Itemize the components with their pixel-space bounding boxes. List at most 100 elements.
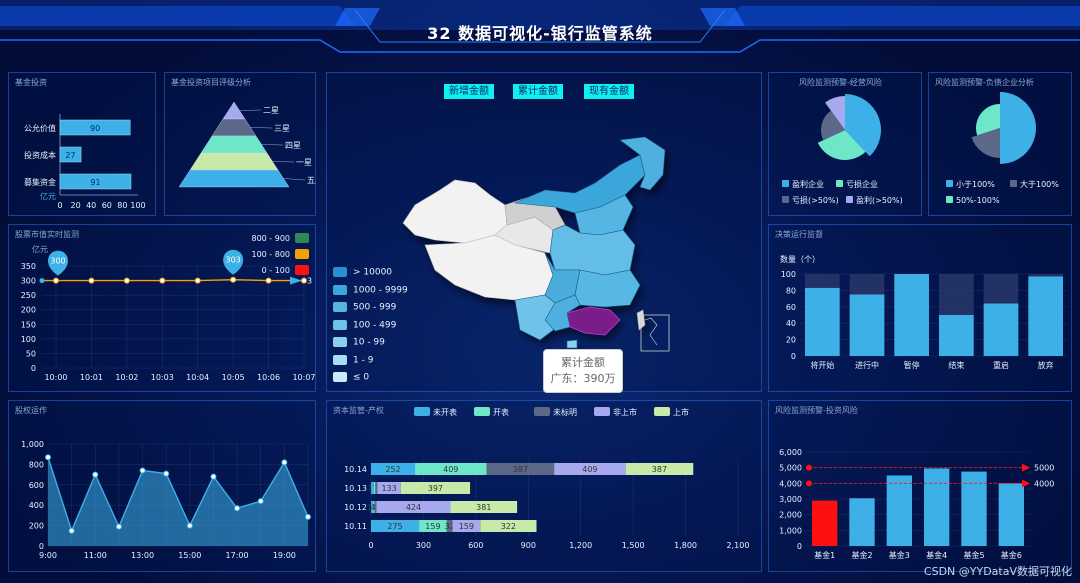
- decision-bar: [894, 274, 929, 356]
- rose-legend-swatch: [782, 196, 789, 203]
- page-title: 32 数据可视化-银行监管系统: [427, 24, 653, 43]
- map-legend-item[interactable]: 1 - 9: [333, 354, 373, 367]
- capital-bar-label: 41: [370, 503, 380, 512]
- capital-bar-segment: [375, 482, 378, 494]
- equity-data-point: [68, 527, 75, 534]
- fund-x-tick: 20: [71, 201, 81, 210]
- capital-bar-segment: [415, 463, 487, 475]
- stock-data-point: [194, 277, 201, 284]
- invest-x-tick: 基金3: [889, 550, 910, 560]
- capital-bar-label: 13: [367, 503, 377, 512]
- panel-title: 风险监测预警-投资风险: [775, 406, 858, 415]
- equity-area-fill: [48, 457, 308, 546]
- pyramid-leader-line: [272, 161, 295, 163]
- equity-data-point: [92, 471, 99, 478]
- stock-data-point: [265, 277, 272, 284]
- invest-x-tick: 基金4: [926, 550, 947, 560]
- capital-category-label: 10.11: [344, 522, 367, 531]
- rose-slice: [1000, 92, 1036, 164]
- invest-y-tick: 5,000: [779, 464, 802, 473]
- invest-bar: [998, 483, 1024, 546]
- stock-y-tick: 300: [21, 277, 36, 286]
- stock-x-tick: 10:05: [222, 373, 245, 382]
- map-legend-item[interactable]: 10 - 99: [333, 337, 385, 349]
- map-region-guangdong[interactable]: [566, 306, 621, 336]
- panel-title: 决策运行监督: [775, 230, 823, 239]
- panel-title: 风险监测预警-负债企业分析: [935, 78, 1034, 87]
- equity-y-tick: 200: [29, 522, 44, 531]
- capital-bar-label: 381: [476, 503, 491, 512]
- invest-bar: [812, 500, 838, 546]
- invest-bar: [886, 475, 912, 546]
- stock-legend-label: 800 - 900: [251, 234, 290, 243]
- rose-slice: [821, 110, 845, 141]
- invest-bar: [961, 471, 987, 546]
- stock-data-point: [53, 277, 59, 284]
- rose-legend-swatch: [1010, 180, 1017, 187]
- map-legend-item[interactable]: 1000 - 9999: [333, 284, 408, 297]
- capital-bar-segment: [371, 501, 374, 513]
- map-region-northeast[interactable]: [619, 136, 666, 191]
- decision-bar: [939, 315, 974, 356]
- rose-slice: [971, 128, 1000, 158]
- fund-category-label: 公允价值: [24, 123, 56, 133]
- map-region-central[interactable]: [549, 224, 636, 276]
- stock-unit-label: 亿元: [32, 244, 48, 254]
- map-region-west[interactable]: [402, 179, 508, 244]
- map-legend-label: 100 - 499: [353, 320, 397, 330]
- decision-x-tick: 重启: [993, 360, 1009, 370]
- decision-y-tick: 20: [786, 336, 796, 345]
- rose-slice: [845, 94, 881, 157]
- map-legend-item[interactable]: ≤ 0: [333, 372, 369, 384]
- stock-x-tick: 10:07: [292, 373, 315, 382]
- capital-bar-segment: [400, 482, 471, 494]
- pyramid-level: [211, 118, 257, 137]
- invest-y-tick: 2,000: [779, 511, 802, 520]
- stock-x-tick: 10:01: [80, 373, 103, 382]
- map-region-guangxi[interactable]: [544, 294, 581, 332]
- capital-legend-swatch: [654, 407, 670, 416]
- capital-bar-label: 32: [445, 522, 455, 531]
- capital-bar-segment: [480, 520, 537, 532]
- capital-legend-swatch: [474, 407, 490, 416]
- equity-x-tick: 19:00: [273, 551, 296, 560]
- stock-y-tick: 100: [21, 335, 36, 344]
- decision-x-tick: 进行中: [855, 360, 879, 370]
- map-tab-current[interactable]: 现有金额: [584, 84, 634, 99]
- capital-bar-label: 409: [582, 465, 597, 474]
- capital-bar-segment: [452, 520, 481, 532]
- stock-data-point: [88, 277, 95, 284]
- decision-y-tick: 80: [786, 286, 796, 295]
- map-legend-item[interactable]: 100 - 499: [333, 319, 397, 332]
- capital-legend-swatch: [414, 407, 430, 416]
- map-region-hainan[interactable]: [566, 339, 578, 349]
- fund-x-tick: 100: [130, 201, 145, 210]
- rose-legend-label: 盈利(>50%): [856, 195, 903, 205]
- map-region-southeast[interactable]: [574, 269, 641, 308]
- rose-legend-label: 亏损(>50%): [792, 195, 839, 205]
- equity-data-point: [139, 467, 146, 474]
- panel-title: 资本监管-产权: [333, 406, 384, 415]
- capital-bar-segment: [625, 463, 694, 475]
- map-legend-item[interactable]: > 10000: [333, 267, 392, 279]
- capital-legend-label: 非上市: [613, 407, 637, 417]
- stock-y-tick: 0: [31, 364, 36, 373]
- invest-y-tick: 0: [797, 542, 802, 551]
- decision-bar: [849, 294, 885, 356]
- map-tab-cumulative[interactable]: 累计金额: [513, 84, 563, 99]
- fund-x-tick: 0: [57, 201, 62, 210]
- equity-data-point: [210, 473, 217, 480]
- stock-series-line: [42, 278, 304, 282]
- pyramid-level-label: 一星: [296, 158, 312, 167]
- decision-bar: [805, 287, 840, 356]
- decision-x-tick: 结束: [948, 360, 964, 370]
- decision-y-label: 数量（个）: [780, 254, 820, 264]
- stock-marker-label: 300: [50, 257, 65, 266]
- capital-category-label: 10.13: [344, 484, 367, 493]
- map-legend-item[interactable]: 500 - 999: [333, 302, 396, 314]
- decision-x-tick: 放弃: [1038, 360, 1054, 370]
- capital-bar-label: 424: [406, 503, 421, 512]
- map-tab-new[interactable]: 新增金额: [444, 84, 494, 99]
- capital-bar-label: 17: [367, 484, 377, 493]
- capital-legend-swatch: [534, 407, 550, 416]
